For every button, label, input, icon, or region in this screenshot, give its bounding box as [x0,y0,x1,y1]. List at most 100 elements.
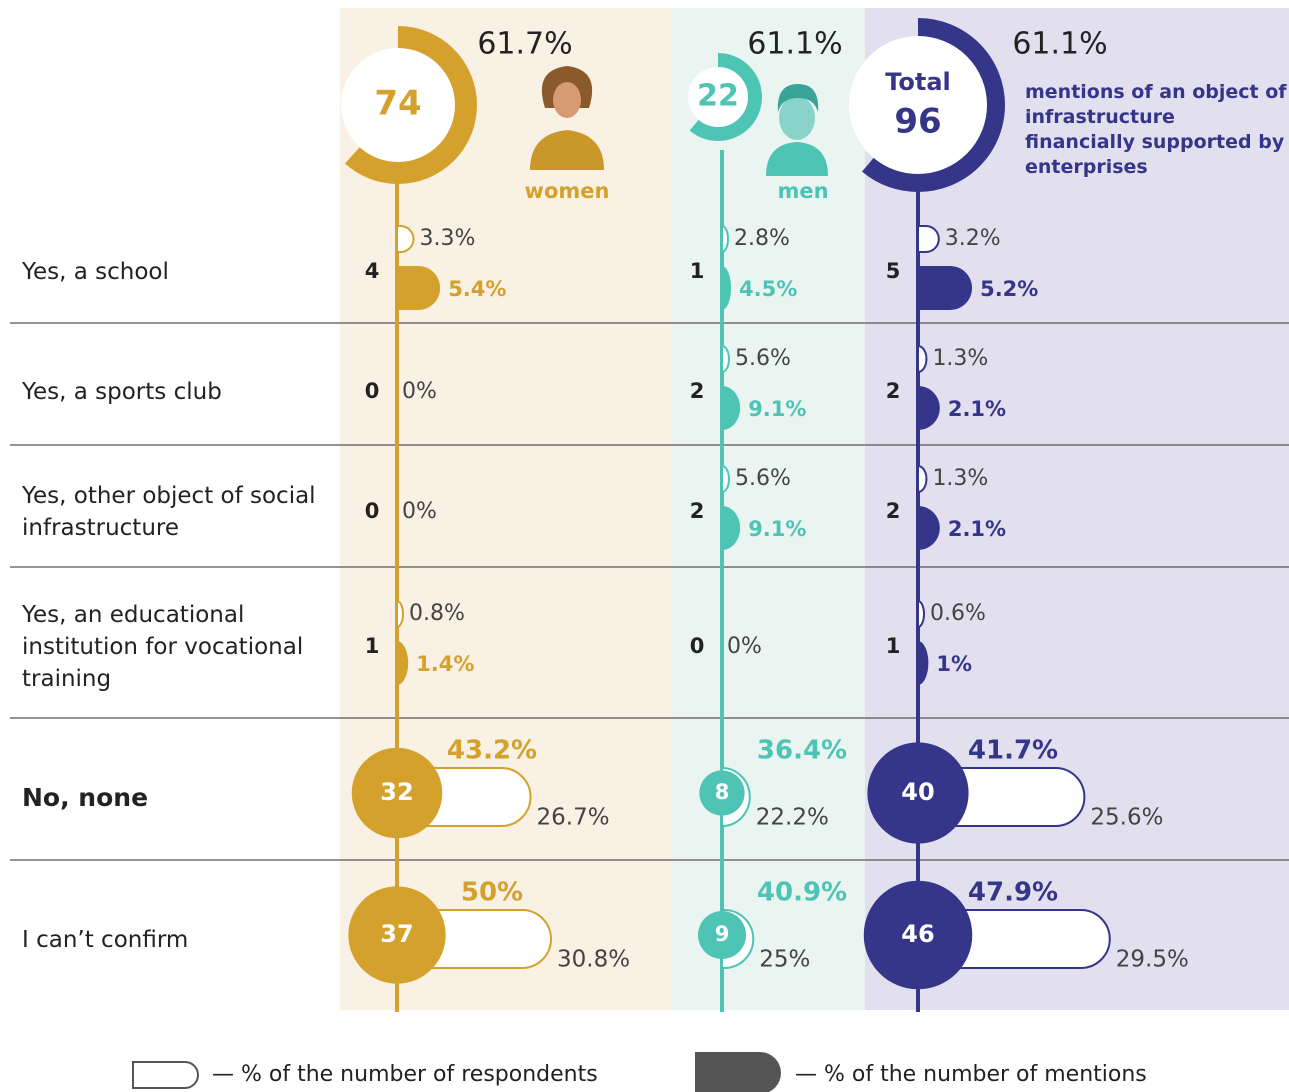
count-label: 32 [380,778,413,806]
donut-base [688,67,748,127]
count-label: 8 [715,780,730,804]
share-label: 61.7% [477,27,572,62]
mentions-label: 5.4% [448,277,506,301]
category-label: Yes, a school [22,259,169,285]
count-label: 4 [365,259,380,283]
count-label: 1 [365,634,380,658]
respondents-label: 22.2% [756,805,829,831]
mentions-bar [397,641,409,685]
count-circle [348,886,446,984]
respondents-bar [917,464,928,494]
respondents-label: 25% [759,947,810,973]
respondents-label: 5.6% [735,346,791,371]
count-label: 37 [380,920,413,948]
count-label: 40 [901,778,934,806]
donut-base [849,36,987,174]
category-label: Yes, other object of social infrastructu… [22,483,316,541]
total-name: Total [885,68,951,96]
share-label: 61.1% [1012,27,1107,62]
count-label: 9 [715,922,730,946]
mentions-label: 47.9% [968,878,1058,908]
mentions-label: 0% [402,499,437,524]
legend-mentions-swatch [695,1052,781,1092]
respondents-label: 5.6% [735,466,791,491]
count-label: 0 [365,379,380,403]
category-label: Yes, a sports club [22,379,222,405]
count-label: 0 [365,499,380,523]
category-label: Yes, an educational institution for voca… [22,602,304,692]
mentions-label: 9.1% [748,397,806,421]
mentions-bar [397,266,441,310]
count-label: 2 [690,379,705,403]
respondents-label: 3.2% [945,226,1001,251]
respondents-bar [396,225,415,253]
count-label: 0 [690,634,705,658]
legend-respondents: — % of the number of respondents [212,1062,598,1087]
donut-arc [674,53,762,141]
respondents-bar [721,344,730,374]
mentions-label: 1.4% [416,652,474,676]
mentions-label: 40.9% [757,878,847,908]
respondents-bar [721,464,730,494]
share-label: 61.1% [747,27,842,62]
mentions-bar [918,506,940,550]
count-label: 2 [886,379,901,403]
mentions-label: 2.1% [948,397,1006,421]
respondents-label: 29.5% [1116,947,1189,973]
count-label: 5 [886,259,901,283]
count-label: 2 [886,499,901,523]
respondents-label: 0.8% [409,601,465,626]
mentions-label: 5.2% [980,277,1038,301]
mentions-label: 36.4% [757,736,847,766]
category-label: No, none [22,783,149,812]
mentions-label: 50% [461,878,523,908]
mentions-label: 41.7% [968,736,1058,766]
count-label: 46 [901,920,934,948]
mentions-label: 1% [936,652,972,676]
total-count: 22 [697,79,739,114]
respondents-label: 0.6% [930,601,986,626]
mentions-bar [918,386,940,430]
woman-icon [530,66,604,170]
respondents-bar [917,344,928,374]
mentions-bar [918,641,929,685]
donut-arc [319,26,477,184]
count-label: 1 [690,259,705,283]
count-circle [698,911,746,959]
count-label: 1 [886,634,901,658]
respondents-label: 3.3% [420,226,476,251]
count-circle [351,747,443,839]
mentions-label: 9.1% [748,517,806,541]
total-count: 74 [374,84,421,124]
mentions-label: 0% [402,379,437,404]
total-count: 96 [894,102,941,142]
respondents-bar [917,599,925,629]
category-label: I can’t confirm [22,927,189,953]
respondents-label: 26.7% [537,805,610,831]
count-circle [863,880,973,990]
legend-respondents-swatch [132,1061,199,1089]
count-circle [867,742,969,844]
mentions-label: 0% [727,634,762,659]
count-circle [699,770,745,816]
respondents-label: 30.8% [557,947,630,973]
legend-mentions: — % of the number of mentions [795,1062,1147,1087]
respondents-label: 1.3% [932,346,988,371]
respondents-label: 25.6% [1090,805,1163,831]
mentions-label: 2.1% [948,517,1006,541]
respondents-bar [917,225,940,253]
respondents-bar [721,224,729,254]
respondents-bar [396,599,404,629]
man-icon [766,84,828,176]
group-name: women [525,179,610,203]
mentions-bar [722,266,731,310]
respondents-label: 1.3% [932,466,988,491]
mentions-bar [722,506,741,550]
mentions-bar [918,266,973,310]
mentions-label: 43.2% [447,736,537,766]
mentions-label: 4.5% [739,277,797,301]
donut-base [341,48,455,162]
group-name: men [777,179,828,203]
